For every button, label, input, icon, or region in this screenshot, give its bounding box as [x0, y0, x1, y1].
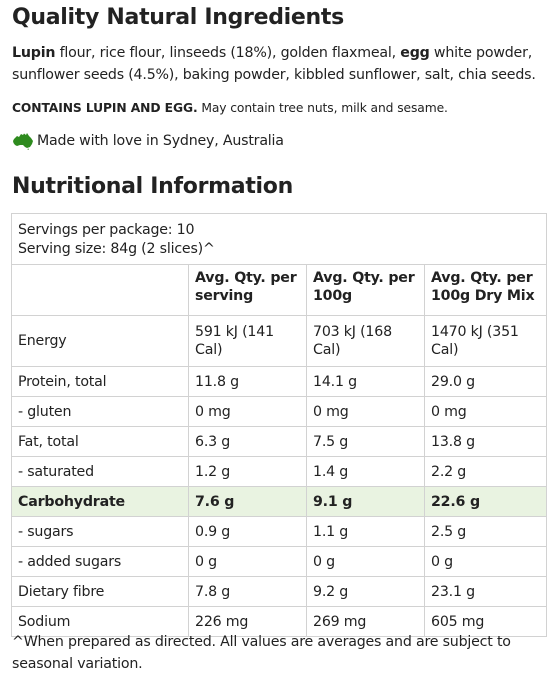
table-row: Dietary fibre 7.8 g 9.2 g 23.1 g	[11, 576, 548, 607]
ingredient-segment: white powder, sunflower seeds (4.5%), ba…	[12, 45, 536, 83]
per-100g-cell: 7.5 g	[306, 426, 425, 457]
per-100g-dry-mix-cell: 23.1 g	[423, 576, 548, 607]
per-100g-cell: 1.4 g	[306, 456, 425, 487]
per-100g-cell: 14.1 g	[306, 366, 425, 397]
serving-size: Serving size: 84g (2 slices)^	[18, 241, 215, 257]
column-header-per-serving: Avg. Qty. per serving	[188, 264, 307, 316]
per-100g-dry-mix-cell: 22.6 g	[423, 486, 548, 517]
per-100g-cell: 9.2 g	[306, 576, 425, 607]
allergen-may-contain: May contain tree nuts, milk and sesame.	[197, 101, 448, 115]
nutrition-table: Servings per package: 10 Serving size: 8…	[10, 213, 548, 637]
per-serving-cell: 0.9 g	[188, 516, 307, 547]
table-row: Fat, total 6.3 g 7.5 g 13.8 g	[11, 426, 548, 457]
per-serving-cell: 591 kJ (141 Cal)	[188, 315, 307, 367]
per-serving-cell: 7.6 g	[188, 486, 307, 517]
per-100g-cell: 9.1 g	[306, 486, 425, 517]
ingredients-heading: Quality Natural Ingredients	[12, 5, 344, 30]
nutrition-heading: Nutritional Information	[12, 174, 293, 199]
nutrient-name-cell: - sugars	[11, 516, 189, 547]
nutrient-name-cell: - added sugars	[11, 546, 189, 577]
column-header-nutrient	[11, 264, 189, 316]
nutrient-name-cell: Energy	[11, 315, 189, 367]
nutrient-name-cell: Protein, total	[11, 366, 189, 397]
servings-per-package: Servings per package: 10	[18, 222, 195, 238]
per-serving-cell: 226 mg	[188, 606, 307, 637]
per-100g-cell: 269 mg	[306, 606, 425, 637]
ingredient-segment: flour, rice flour, linseeds (18%), golde…	[55, 45, 401, 61]
ingredient-segment: Lupin	[12, 45, 56, 61]
per-100g-cell: 1.1 g	[306, 516, 425, 547]
ingredients-list: Lupin flour, rice flour, linseeds (18%),…	[12, 42, 548, 86]
column-header-per-100g-dry-mix: Avg. Qty. per 100g Dry Mix	[423, 264, 548, 316]
per-100g-cell: 0 g	[306, 546, 425, 577]
per-100g-dry-mix-cell: 2.2 g	[423, 456, 548, 487]
per-serving-cell: 0 mg	[188, 396, 307, 427]
per-100g-dry-mix-cell: 1470 kJ (351 Cal)	[423, 315, 548, 367]
table-row: Protein, total 11.8 g 14.1 g 29.0 g	[11, 366, 548, 397]
per-serving-cell: 11.8 g	[188, 366, 307, 397]
australia-map-icon	[13, 133, 33, 150]
per-serving-cell: 1.2 g	[188, 456, 307, 487]
per-100g-cell: 0 mg	[306, 396, 425, 427]
per-100g-dry-mix-cell: 0 mg	[423, 396, 548, 427]
nutrient-name-cell: - gluten	[11, 396, 189, 427]
nutrient-name-cell: Fat, total	[11, 426, 189, 457]
table-row: - gluten 0 mg 0 mg 0 mg	[11, 396, 548, 427]
nutrient-name-cell: Dietary fibre	[11, 576, 189, 607]
table-row: Energy 591 kJ (141 Cal) 703 kJ (168 Cal) 14…	[11, 315, 548, 367]
per-100g-dry-mix-cell: 2.5 g	[423, 516, 548, 547]
table-row: Carbohydrate 7.6 g 9.1 g 22.6 g	[11, 486, 548, 517]
origin-line: Made with love in Sydney, Australia	[12, 130, 284, 152]
origin-text: Made with love in Sydney, Australia	[37, 133, 284, 149]
per-100g-dry-mix-cell: 13.8 g	[423, 426, 548, 457]
table-header-row: Avg. Qty. per serving Avg. Qty. per 100g…	[11, 264, 548, 316]
per-100g-cell: 703 kJ (168 Cal)	[306, 315, 425, 367]
per-100g-dry-mix-cell: 0 g	[423, 546, 548, 577]
table-row: Sodium 226 mg 269 mg 605 mg	[11, 606, 548, 637]
per-serving-cell: 6.3 g	[188, 426, 307, 457]
servings-cell: Servings per package: 10 Serving size: 8…	[10, 213, 548, 265]
footnote: ^When prepared as directed. All values a…	[12, 634, 511, 672]
nutrient-name-cell: Sodium	[11, 606, 189, 637]
nutrient-name-cell: - saturated	[11, 456, 189, 487]
per-serving-cell: 7.8 g	[188, 576, 307, 607]
table-row: - saturated 1.2 g 1.4 g 2.2 g	[11, 456, 548, 487]
per-100g-dry-mix-cell: 29.0 g	[423, 366, 548, 397]
allergen-statement: CONTAINS LUPIN AND EGG. May contain tree…	[12, 99, 448, 117]
per-serving-cell: 0 g	[188, 546, 307, 577]
per-100g-dry-mix-cell: 605 mg	[423, 606, 548, 637]
allergen-contains: CONTAINS LUPIN AND EGG.	[12, 101, 198, 115]
table-row: - sugars 0.9 g 1.1 g 2.5 g	[11, 516, 548, 547]
nutrient-name-cell: Carbohydrate	[11, 486, 189, 517]
servings-row: Servings per package: 10 Serving size: 8…	[10, 213, 548, 265]
ingredient-segment: egg	[400, 45, 430, 61]
column-header-per-100g: Avg. Qty. per 100g	[306, 264, 425, 316]
